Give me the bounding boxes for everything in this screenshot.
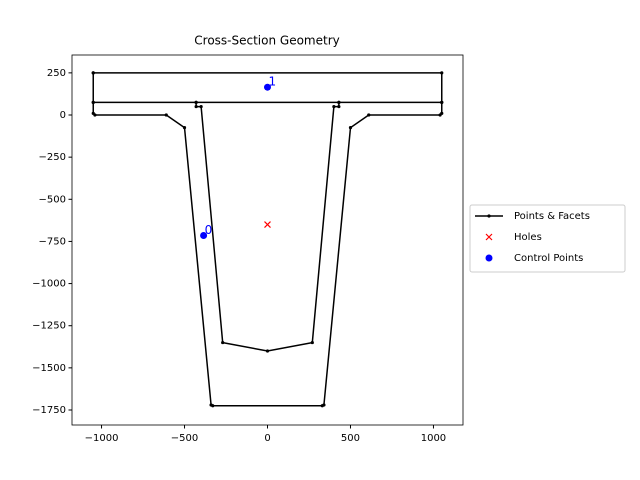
y-tick-label: −1500 <box>32 363 66 374</box>
legend-label: Control Points <box>514 253 583 264</box>
point-marker <box>91 100 95 104</box>
point-marker <box>440 71 444 75</box>
point-marker <box>209 403 213 407</box>
chart-title: Cross-Section Geometry <box>194 34 339 48</box>
y-tick-label: −250 <box>39 152 66 163</box>
legend-label: Holes <box>514 232 542 243</box>
point-marker <box>91 71 95 75</box>
y-tick-label: −1250 <box>32 321 66 332</box>
point-marker <box>367 113 371 117</box>
point-marker <box>194 104 198 109</box>
y-tick-label: −1750 <box>32 405 66 416</box>
point-label: 1 <box>269 75 277 89</box>
point-marker <box>164 113 168 117</box>
y-tick-label: −1000 <box>32 279 66 290</box>
point-marker <box>91 111 95 115</box>
point-label: 0 <box>205 223 213 237</box>
point-marker <box>310 340 314 345</box>
y-tick-label: 0 <box>60 110 66 121</box>
point-marker <box>440 100 444 104</box>
legend-marker <box>485 233 493 241</box>
point-marker <box>337 104 341 109</box>
point-marker <box>320 404 324 408</box>
legend-marker <box>485 254 493 262</box>
hole-marker <box>264 221 271 229</box>
point-marker <box>182 126 187 130</box>
point-marker <box>265 349 270 353</box>
y-tick-label: 250 <box>47 68 66 79</box>
point-marker <box>348 126 353 130</box>
legend-label: Points & Facets <box>514 211 590 222</box>
legend: Points & Facets Holes Control Points <box>469 204 626 273</box>
control-point <box>264 83 271 91</box>
control-point <box>200 232 208 240</box>
x-tick-label: −1000 <box>85 433 119 444</box>
x-tick-label: 1000 <box>421 433 446 444</box>
y-tick-label: −500 <box>39 194 66 205</box>
x-tick-label: −500 <box>171 433 198 444</box>
legend-box <box>469 204 626 273</box>
x-tick-label: 0 <box>264 433 270 444</box>
legend-marker <box>487 214 491 218</box>
point-marker <box>337 100 341 104</box>
y-tick-label: −750 <box>39 236 66 247</box>
point-marker <box>199 104 203 109</box>
plot-frame <box>71 54 464 426</box>
point-marker <box>332 104 336 109</box>
point-marker <box>221 340 225 345</box>
point-marker <box>194 100 198 104</box>
point-marker <box>438 113 442 117</box>
x-tick-label: 500 <box>341 433 360 444</box>
